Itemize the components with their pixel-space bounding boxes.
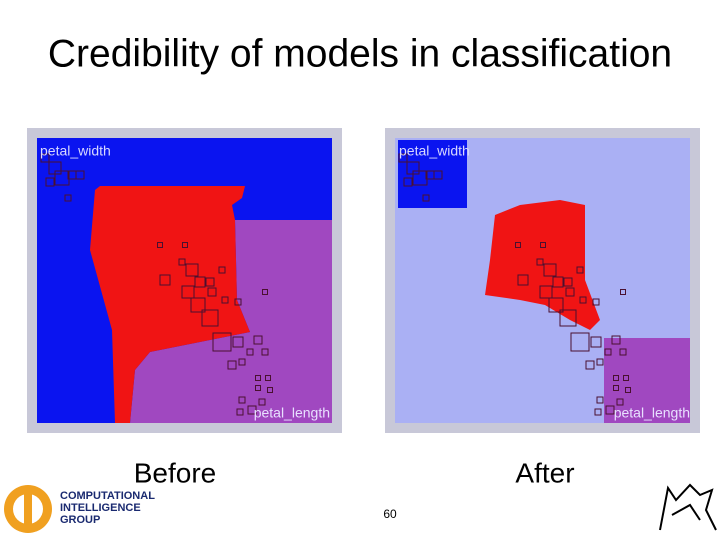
point-marker [594, 408, 602, 416]
point-marker [565, 287, 575, 297]
point-marker [517, 274, 529, 286]
point-marker [190, 297, 206, 313]
point-marker [596, 396, 604, 404]
x-axis-label: petal_length [614, 405, 690, 421]
emblem-outline [659, 483, 717, 531]
point-marker [227, 360, 237, 370]
point-marker [221, 296, 229, 304]
point-marker [623, 375, 629, 381]
point-marker [247, 405, 257, 415]
point-marker [218, 266, 226, 274]
region-red [90, 186, 250, 423]
point-marker [590, 336, 602, 348]
point-marker [255, 375, 261, 381]
point-marker [620, 289, 626, 295]
data-points [398, 153, 631, 416]
point-marker [238, 358, 246, 366]
emblem-detail [671, 503, 701, 521]
point-marker [255, 385, 261, 391]
point-marker [236, 408, 244, 416]
point-marker [398, 153, 408, 163]
point-marker [262, 289, 268, 295]
point-marker [45, 177, 55, 187]
logo-text: COMPUTATIONAL [60, 490, 155, 502]
x-axis-label: petal_length [254, 405, 330, 421]
point-marker [536, 258, 544, 266]
point-marker [261, 348, 269, 356]
y-axis-label: petal_width [40, 143, 111, 159]
point-marker [570, 332, 590, 352]
point-marker [412, 170, 428, 186]
logo-text: INTELLIGENCE [60, 502, 141, 514]
after-panel: petal_width petal_length [385, 128, 700, 433]
point-marker [579, 296, 587, 304]
point-marker [559, 309, 577, 327]
point-marker [157, 242, 163, 248]
point-marker [403, 177, 413, 187]
point-marker [181, 285, 195, 299]
point-marker [194, 276, 206, 288]
point-marker [422, 194, 430, 202]
emblem [659, 483, 717, 531]
point-marker [201, 309, 219, 327]
point-marker [613, 375, 619, 381]
point-marker [625, 387, 631, 393]
data-points [40, 153, 273, 416]
point-marker [611, 335, 621, 345]
point-marker [232, 336, 244, 348]
point-marker [563, 277, 573, 287]
logo: COMPUTATIONAL INTELLIGENCE GROUP [4, 485, 155, 533]
point-marker [265, 375, 271, 381]
panel-caption: After [515, 457, 574, 488]
point-marker [585, 360, 595, 370]
point-marker [54, 170, 70, 186]
point-marker [552, 276, 564, 288]
point-marker [159, 274, 171, 286]
point-marker [178, 258, 186, 266]
point-marker [253, 335, 263, 345]
point-marker [539, 285, 553, 299]
point-marker [433, 170, 443, 180]
point-marker [185, 263, 199, 277]
point-marker [64, 194, 72, 202]
point-marker [238, 396, 246, 404]
y-axis-label: petal_width [399, 143, 470, 159]
point-marker [75, 170, 85, 180]
logo-text: GROUP [60, 514, 100, 526]
point-marker [604, 348, 612, 356]
point-marker [515, 242, 521, 248]
point-marker [234, 298, 242, 306]
point-marker [540, 242, 546, 248]
slide-title: Credibility of models in classification [48, 32, 672, 75]
point-marker [205, 277, 215, 287]
point-marker [605, 405, 615, 415]
point-marker [182, 242, 188, 248]
point-marker [543, 263, 557, 277]
point-marker [596, 358, 604, 366]
point-marker [258, 398, 266, 406]
point-marker [592, 298, 600, 306]
point-marker [246, 348, 254, 356]
logo-bar [24, 494, 32, 524]
panel-caption: Before [134, 457, 217, 488]
point-marker [212, 332, 232, 352]
point-marker [613, 385, 619, 391]
point-marker [576, 266, 584, 274]
point-marker [267, 387, 273, 393]
region-purple [130, 220, 332, 423]
point-marker [616, 398, 624, 406]
point-marker [207, 287, 217, 297]
page-number: 60 [383, 507, 397, 521]
point-marker [619, 348, 627, 356]
point-marker [40, 153, 50, 163]
before-panel: petal_width petal_length [27, 128, 342, 433]
point-marker [548, 297, 564, 313]
